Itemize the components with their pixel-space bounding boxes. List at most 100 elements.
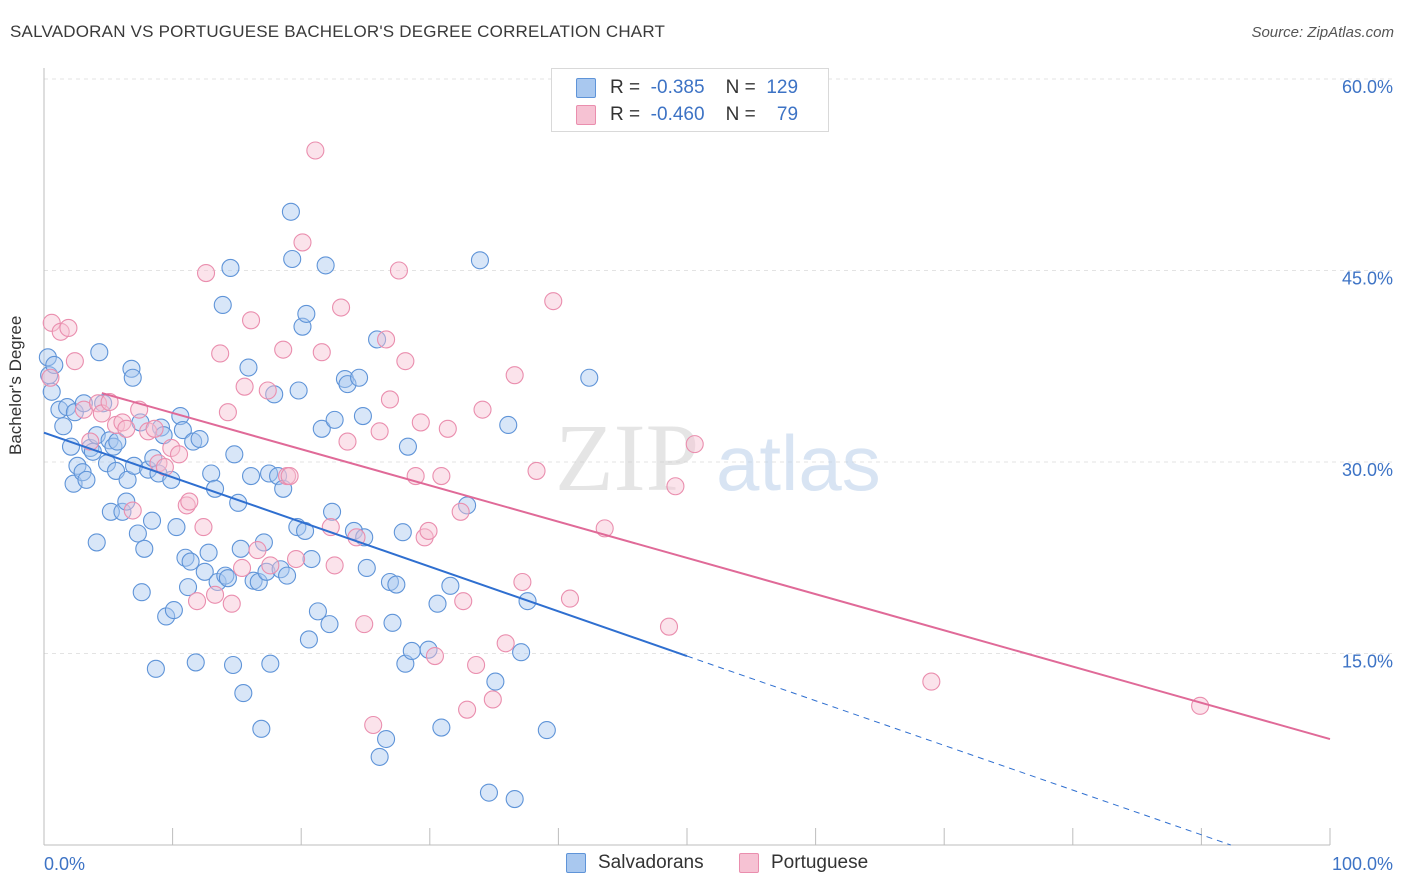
data-point-portuguese <box>467 655 486 675</box>
data-point-salvadorans <box>486 672 505 691</box>
data-point-salvadorans <box>302 549 321 569</box>
data-point-salvadorans <box>377 729 396 749</box>
data-point-portuguese <box>451 502 470 521</box>
data-point-salvadorans <box>213 295 232 315</box>
data-point-portuguese <box>248 541 267 560</box>
data-point-salvadorans <box>167 518 186 537</box>
data-point-portuguese <box>458 700 477 719</box>
watermark: ZIP atlas <box>555 404 881 511</box>
data-point-portuguese <box>218 403 237 422</box>
data-point-portuguese <box>560 589 580 608</box>
data-point-portuguese <box>659 617 679 636</box>
data-point-portuguese <box>232 558 252 578</box>
data-point-salvadorans <box>325 410 344 429</box>
data-point-salvadorans <box>142 511 162 530</box>
y-tick-label: 30.0% <box>1342 460 1393 480</box>
data-point-portuguese <box>169 445 189 464</box>
data-point-salvadorans <box>283 249 302 269</box>
data-point-salvadorans <box>231 539 250 558</box>
data-point-portuguese <box>258 381 277 400</box>
data-point-salvadorans <box>218 569 237 588</box>
data-point-portuguese <box>293 233 312 252</box>
data-point-portuguese <box>274 340 293 359</box>
data-point-portuguese <box>377 330 396 349</box>
data-point-salvadorans <box>335 369 354 389</box>
trend-line-portuguese <box>101 392 1331 740</box>
data-point-salvadorans <box>195 562 214 581</box>
legend-r-label: R = <box>610 77 641 98</box>
data-point-salvadorans <box>221 258 240 277</box>
data-point-salvadorans <box>353 406 372 426</box>
data-point-salvadorans <box>178 578 198 597</box>
data-point-salvadorans <box>505 789 524 809</box>
data-point-portuguese <box>685 435 704 454</box>
data-point-portuguese <box>187 592 207 611</box>
data-point-salvadorans <box>308 602 327 621</box>
data-point-portuguese <box>205 585 225 604</box>
data-point-salvadorans <box>77 470 96 489</box>
legend-n-value: 79 <box>776 104 799 125</box>
data-point-portuguese <box>364 715 383 735</box>
data-point-portuguese <box>325 556 344 575</box>
axes <box>43 68 1331 846</box>
data-point-salvadorans <box>249 572 268 592</box>
data-point-salvadorans <box>312 419 331 438</box>
legend-r-value: -0.385 <box>650 77 705 98</box>
data-point-salvadorans <box>223 655 243 675</box>
watermark-atlas: atlas <box>716 419 881 507</box>
data-point-portuguese <box>222 594 241 613</box>
data-point-salvadorans <box>271 560 290 579</box>
data-point-portuguese <box>483 690 502 709</box>
y-tick-label: 60.0% <box>1342 77 1393 97</box>
data-point-portuguese <box>396 352 415 371</box>
data-point-portuguese <box>454 592 473 611</box>
data-point-salvadorans <box>54 417 73 436</box>
data-point-portuguese <box>211 344 230 363</box>
data-point-salvadorans <box>254 533 273 552</box>
data-point-salvadorans <box>281 202 300 221</box>
data-point-salvadorans <box>278 566 297 585</box>
data-point-portuguese <box>117 419 136 438</box>
data-point-salvadorans <box>123 368 142 387</box>
data-point-salvadorans <box>38 348 57 367</box>
data-point-salvadorans <box>297 304 316 323</box>
trend-line-salvadorans <box>43 431 688 657</box>
data-point-salvadorans <box>512 643 531 662</box>
data-point-portuguese <box>419 521 438 540</box>
data-point-portuguese <box>473 400 492 419</box>
data-point-salvadorans <box>234 684 253 703</box>
data-point-salvadorans <box>199 543 218 562</box>
legend-swatch-pink <box>739 853 759 873</box>
data-point-salvadorans <box>299 630 318 649</box>
data-point-portuguese <box>306 141 325 160</box>
data-point-salvadorans <box>241 466 261 486</box>
data-point-salvadorans <box>225 445 244 464</box>
data-point-portuguese <box>425 647 444 666</box>
data-point-portuguese <box>513 572 532 592</box>
data-point-portuguese <box>235 377 254 396</box>
data-point-salvadorans <box>499 415 518 435</box>
chart-title: SALVADORAN VS PORTUGUESE BACHELOR'S DEGR… <box>10 22 666 41</box>
data-point-portuguese <box>380 390 399 409</box>
legend-r-value: -0.460 <box>650 104 705 125</box>
tick-labels: 15.0% 30.0% 45.0% 60.0% 0.0% 100.0% <box>44 77 1393 874</box>
data-point-portuguese <box>332 298 351 317</box>
y-tick-label: 45.0% <box>1342 269 1393 289</box>
legend-n-label: N = <box>725 104 756 125</box>
data-point-portuguese <box>370 422 389 441</box>
data-point-salvadorans <box>428 594 447 613</box>
data-point-salvadorans <box>146 659 165 678</box>
legend-label: Salvadorans <box>598 852 704 873</box>
data-point-portuguese <box>496 634 515 653</box>
data-point-salvadorans <box>398 437 417 456</box>
data-point-salvadorans <box>432 718 451 737</box>
y-axis-label: Bachelor's Degree <box>6 315 25 455</box>
data-point-salvadorans <box>338 375 357 394</box>
data-point-salvadorans <box>117 492 136 511</box>
salvadorans-points <box>38 202 599 809</box>
data-point-salvadorans <box>320 615 339 634</box>
data-point-portuguese <box>544 292 563 311</box>
data-point-salvadorans <box>74 394 93 413</box>
legend-swatch-blue <box>566 853 586 873</box>
legend-swatch-blue <box>576 78 596 98</box>
